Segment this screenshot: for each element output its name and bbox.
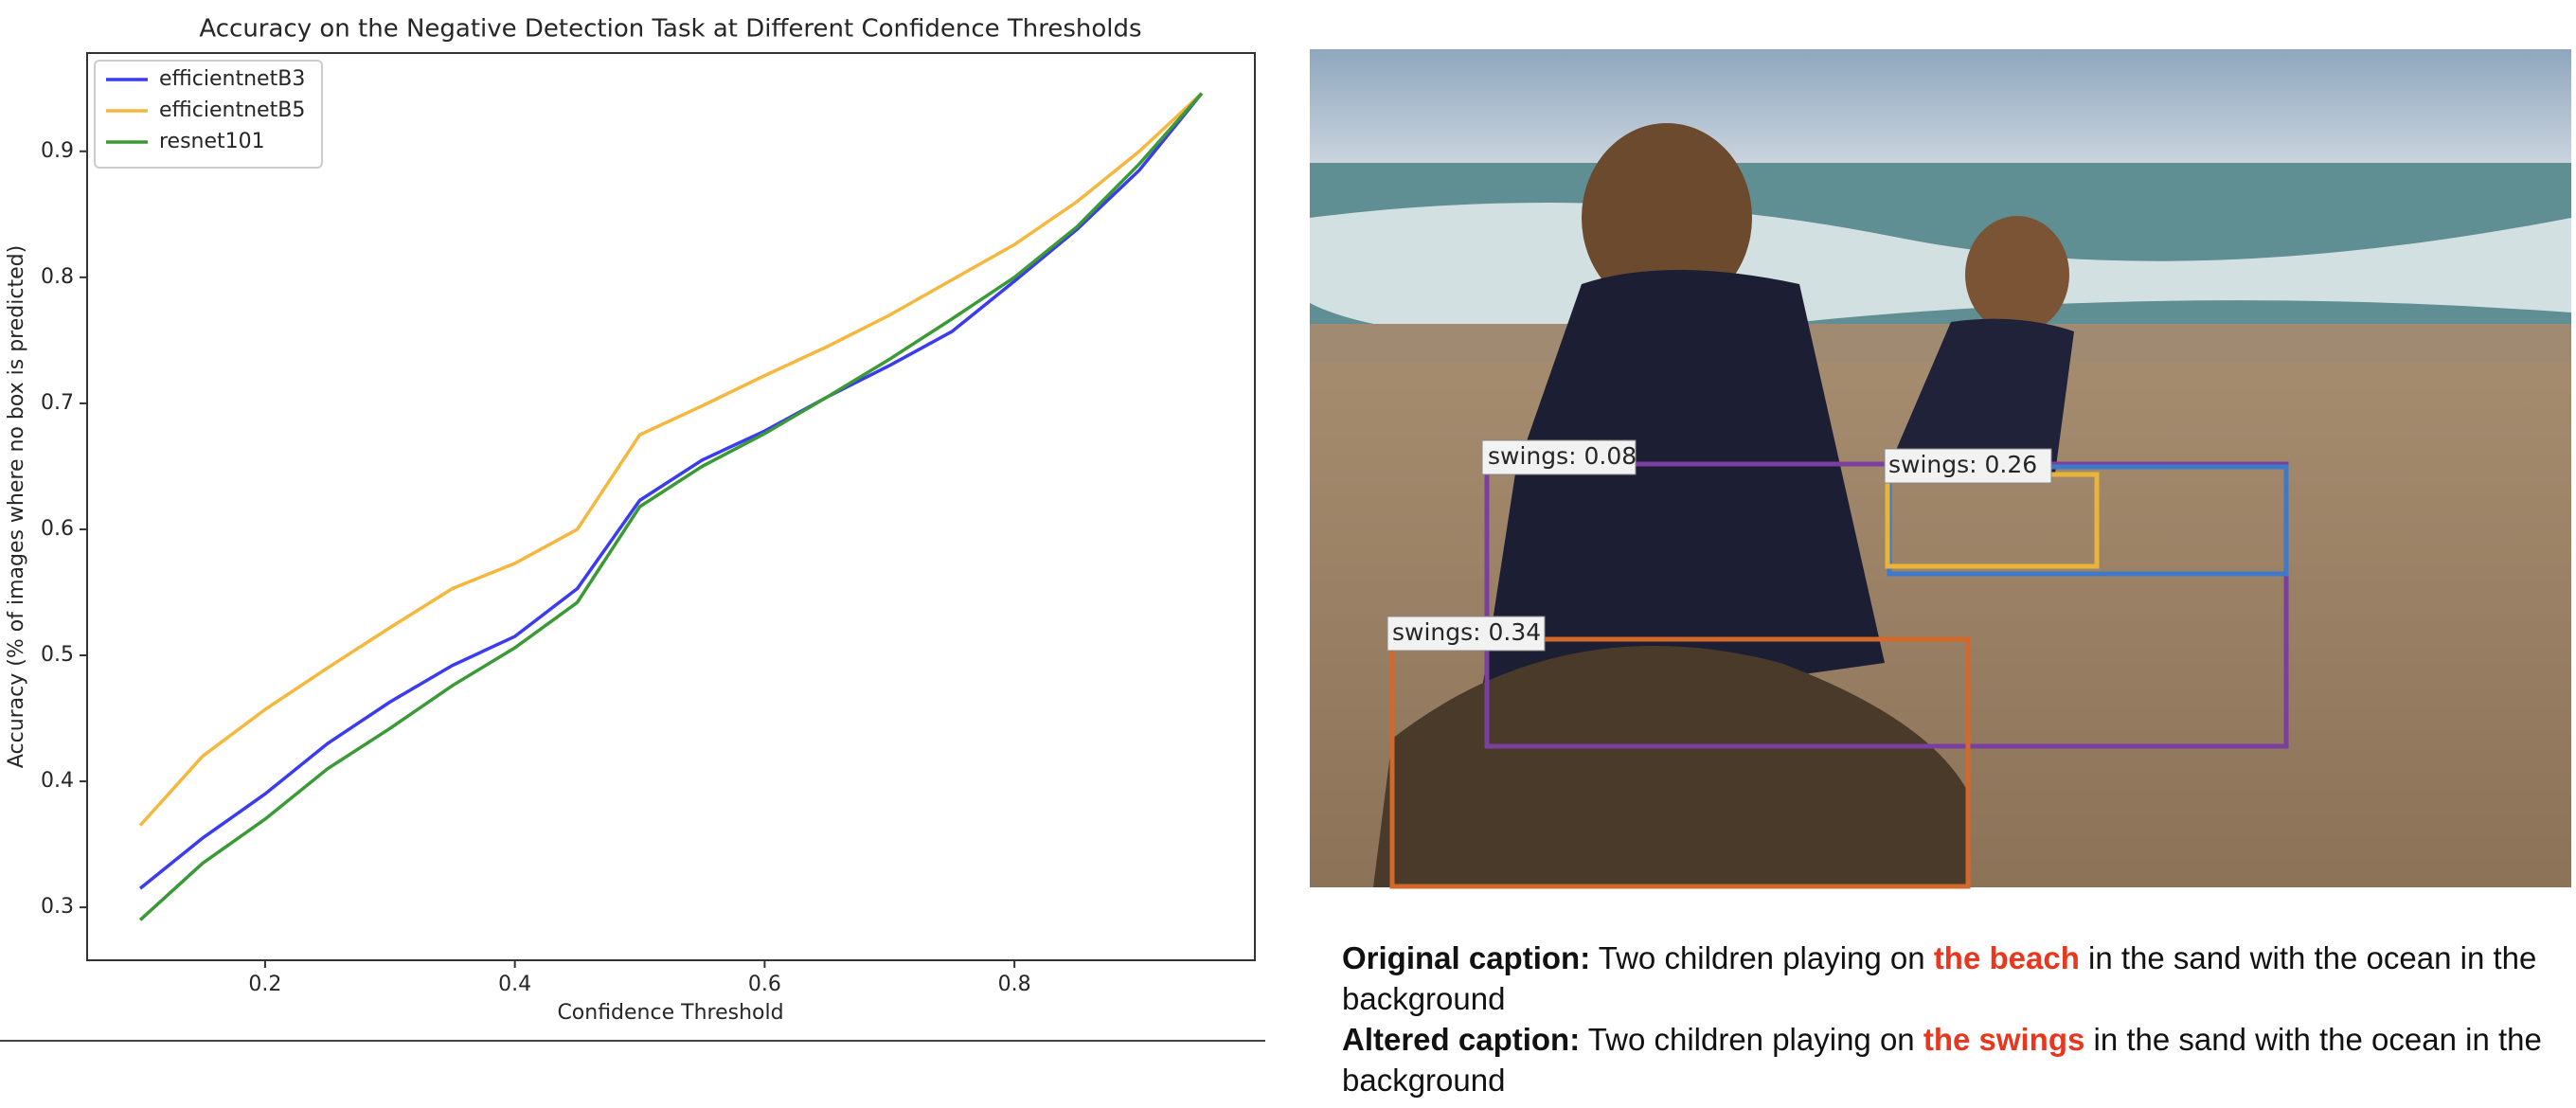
y-tick-label: 0.7 [41,391,74,415]
label-box [1386,616,1546,652]
caption: Altered caption: Two children playing on… [1342,1019,2545,1100]
caption-label: Altered caption: [1342,1022,1581,1057]
caption-text: in the sand with the ocean in the backgr… [1342,1022,2542,1098]
legend-label: resnet101 [159,130,265,153]
x-tick-label: 0.4 [498,973,531,996]
y-axis-label: Accuracy (% of images where no box is pr… [5,245,28,768]
label-box [1884,448,2052,484]
detection-label: swings: 0.34 [1392,618,1541,646]
caption-label: Original caption: [1342,940,1591,975]
chart-title: Accuracy on the Negative Detection Task … [199,15,1141,44]
y-tick-label: 0.4 [41,769,74,793]
photo-child2-head [1965,216,2069,333]
y-tick-label: 0.6 [41,517,74,541]
series-line [138,92,1204,890]
legend-label: efficientnetB3 [159,67,305,91]
y-tick-label: 0.3 [41,895,74,919]
detection-box [1389,636,1971,889]
photo-child-body [1477,270,1885,720]
caption-highlight: the swings [1923,1022,2085,1057]
photo-child-head [1582,123,1752,313]
y-tick-label: 0.5 [41,643,74,667]
photo: swings: 0.08 swings: 0.26 swings: 0.34 [1310,49,2571,889]
x-axis-label: Confidence Threshold [557,1001,783,1025]
x-tick-label: 0.8 [998,973,1031,996]
label-box [1481,439,1637,475]
series-line [138,92,1204,827]
photo-sky [1310,49,2571,163]
legend-box [94,60,323,169]
caption-text: in the sand with the ocean in the backgr… [1342,940,2537,1016]
photo-sand-pile [1373,646,1970,887]
y-tick-label: 0.9 [41,139,74,163]
caption-highlight: the beach [1933,940,2080,975]
caption-text: Two children playing on [1587,1022,1915,1057]
series-line [138,92,1204,921]
detection-label: swings: 0.08 [1488,442,1637,470]
x-tick-label: 0.2 [248,973,281,996]
caption: Original caption: Two children playing o… [1342,938,2545,1019]
caption-text: Two children playing on [1598,940,1925,975]
axes-frame [86,52,1256,961]
x-tick-label: 0.6 [748,973,781,996]
legend-label: efficientnetB5 [159,98,305,122]
captions: Original caption: Two children playing o… [1342,938,2545,1100]
y-tick-label: 0.8 [41,265,74,289]
photo-child2-body [1894,318,2074,474]
detection-label: swings: 0.26 [1888,451,2037,478]
